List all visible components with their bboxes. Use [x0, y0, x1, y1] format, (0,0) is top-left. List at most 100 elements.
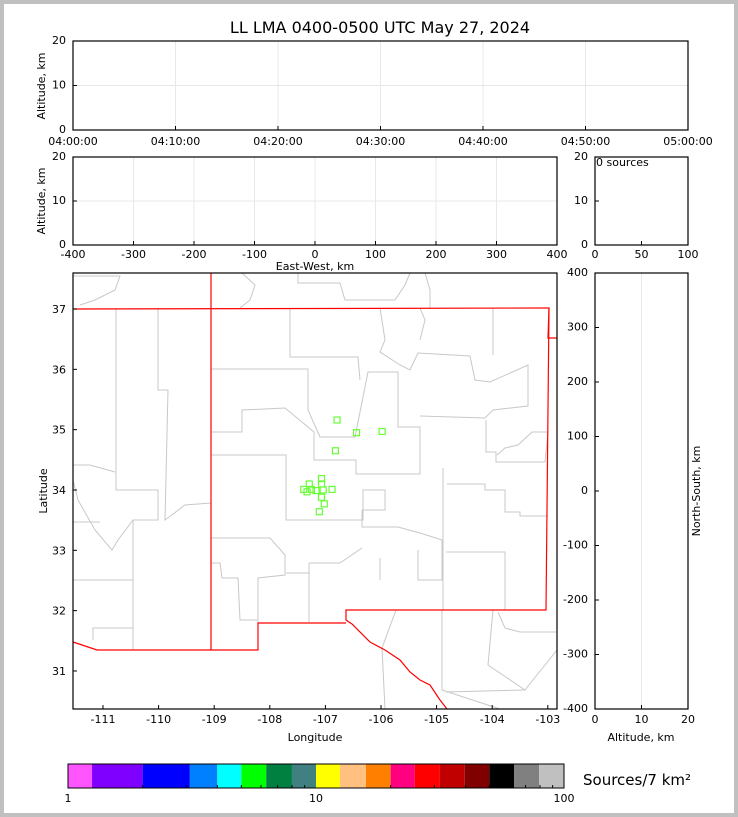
source-marker — [378, 427, 386, 436]
axes-frame — [594, 272, 689, 710]
annotation-source-count: 0 sources — [596, 156, 649, 169]
x-tick-label: 04:40:00 — [458, 135, 507, 148]
colorbar-frame — [67, 763, 565, 789]
altitude-histogram-panel: 0 50 100 0 10 20 0 sources — [574, 150, 699, 261]
x-tick-label: 04:30:00 — [356, 135, 405, 148]
x-axis-label: Longitude — [288, 731, 343, 744]
x-tick-label: 300 — [486, 248, 507, 261]
county-boundary — [487, 609, 558, 691]
axes-frame — [594, 156, 689, 246]
source-marker — [307, 485, 316, 493]
x-tick-label: -104 — [480, 713, 505, 726]
state-border-north — [72, 307, 557, 339]
source-marker — [317, 493, 326, 501]
y-tick-label: 10 — [52, 194, 66, 207]
y-axis-label: Latitude — [37, 468, 50, 514]
x-tick-label: -109 — [202, 713, 227, 726]
county-boundary — [92, 627, 133, 640]
colorbar-swatch — [92, 764, 143, 788]
county-boundary — [211, 454, 443, 581]
x-tick-label: -300 — [121, 248, 146, 261]
y-axis-label: North-South, km — [690, 446, 703, 537]
x-tick-label: -400 — [61, 248, 86, 261]
x-tick-label: 0 — [592, 713, 599, 726]
county-boundary — [419, 307, 426, 341]
county-boundary — [239, 272, 256, 309]
county-boundary — [297, 272, 411, 301]
y-tick-label: 200 — [567, 375, 588, 388]
altitude-eastwest-panel: -400 -300 -200 -100 0 100 200 300 400 0 10 20 Altitu… — [35, 150, 568, 273]
x-tick-label: 05:00:00 — [663, 135, 712, 148]
colorbar-swatch — [316, 764, 341, 788]
x-tick-label: -200 — [182, 248, 207, 261]
county-boundary — [309, 547, 363, 564]
colorbar-swatch — [217, 764, 242, 788]
y-tick-label: 32 — [52, 605, 66, 618]
y-tick-label: 0 — [581, 484, 588, 497]
x-tick-label: 100 — [678, 248, 699, 261]
figure: LL LMA 0400-0500 UTC May 27, 2024 04:00:… — [4, 4, 734, 813]
axes-frame — [72, 40, 689, 131]
y-tick-label: 31 — [52, 665, 66, 678]
axes-frame — [72, 156, 558, 246]
x-tick-label: -106 — [369, 713, 394, 726]
x-tick-label: -103 — [535, 713, 560, 726]
county-boundary — [73, 464, 116, 473]
chart-title: LL LMA 0400-0500 UTC May 27, 2024 — [230, 18, 530, 37]
county-boundary — [379, 307, 529, 419]
colorbar-swatch — [439, 764, 465, 788]
county-boundary — [446, 551, 506, 610]
y-tick-label: -100 — [563, 539, 588, 552]
x-tick-label: 20 — [681, 713, 695, 726]
y-tick-label: 10 — [574, 194, 588, 207]
y-tick-label: 0 — [581, 238, 588, 251]
x-axis-label: East-West, km — [276, 260, 354, 273]
county-boundary — [289, 308, 361, 381]
source-marker — [319, 486, 327, 494]
county-boundary — [424, 272, 431, 308]
y-tick-label: 33 — [52, 544, 66, 557]
x-tick-label: 50 — [635, 248, 649, 261]
x-tick-label: -107 — [313, 713, 338, 726]
state-border-nm-texas — [345, 307, 550, 710]
state-border-mexico — [72, 622, 346, 651]
y-tick-label: -400 — [563, 702, 588, 715]
x-tick-label: 200 — [426, 248, 447, 261]
colorbar-tick-label: 100 — [554, 792, 575, 805]
colorbar-swatch — [514, 764, 540, 788]
colorbar-swatch — [266, 764, 292, 788]
x-tick-label: 04:10:00 — [151, 135, 200, 148]
colorbar-swatch — [414, 764, 440, 788]
county-boundary — [211, 562, 257, 621]
x-tick-label: 0 — [592, 248, 599, 261]
colorbar-label: Sources/7 km² — [583, 771, 691, 789]
source-marker — [320, 500, 328, 508]
y-tick-label: -300 — [563, 648, 588, 661]
y-tick-label: 100 — [567, 430, 588, 443]
county-boundary — [73, 275, 121, 306]
x-tick-label: -108 — [257, 713, 282, 726]
colorbar-swatch — [340, 764, 366, 788]
altitude-time-panel: 04:00:00 04:10:00 04:20:00 04:30:00 04:40:00… — [35, 34, 713, 148]
y-tick-label: 34 — [52, 484, 66, 497]
colorbar-swatch — [464, 764, 490, 788]
x-tick-label: -111 — [91, 713, 116, 726]
colorbar: 1 10 100 — [65, 763, 575, 805]
colorbar-tick-label: 1 — [65, 792, 72, 805]
source-marker — [331, 447, 340, 455]
y-tick-label: 0 — [59, 123, 66, 136]
x-tick-label: 04:50:00 — [561, 135, 610, 148]
source-marker — [352, 429, 361, 437]
colorbar-swatch — [68, 764, 93, 788]
source-marker — [312, 486, 320, 495]
x-tick-label: -100 — [242, 248, 267, 261]
source-marker — [328, 485, 336, 493]
colorbar-swatch — [189, 764, 218, 788]
colorbar-swatch — [539, 764, 564, 788]
x-tick-label: 0 — [312, 248, 319, 261]
colorbar-swatch — [291, 764, 316, 788]
y-axis-label: Altitude, km — [35, 167, 48, 234]
county-boundary — [497, 611, 557, 633]
y-tick-label: 400 — [567, 266, 588, 279]
y-tick-label: -200 — [563, 593, 588, 606]
